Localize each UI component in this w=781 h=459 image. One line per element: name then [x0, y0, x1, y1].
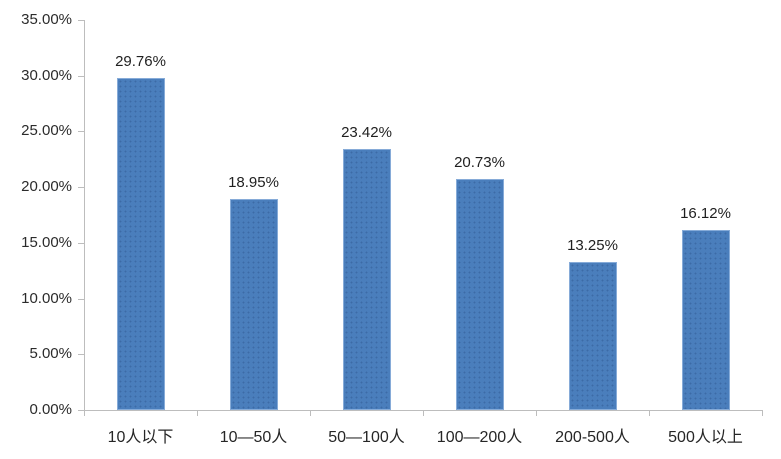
y-tick-mark	[78, 354, 84, 356]
x-tick-mark	[536, 411, 537, 416]
y-tick-mark	[78, 75, 84, 77]
x-tick-mark	[84, 411, 85, 416]
y-tick-label: 0.00%	[29, 401, 72, 418]
bar-value-label: 18.95%	[228, 173, 279, 191]
bar	[568, 262, 617, 410]
y-tick-mark	[78, 410, 84, 411]
y-tick-label: 5.00%	[29, 345, 72, 363]
x-axis-category-label: 200-500人	[555, 429, 630, 446]
y-tick-label: 35.00%	[21, 11, 72, 28]
y-tick-label: 20.00%	[21, 178, 72, 196]
y-tick-mark	[78, 242, 84, 244]
y-tick-label: 25.00%	[21, 122, 72, 140]
x-axis-category-label: 100—200人	[436, 429, 523, 446]
x-tick-mark	[423, 411, 424, 416]
bar-value-label: 13.25%	[567, 237, 618, 255]
y-tick-label: 30.00%	[21, 66, 72, 84]
x-axis-category-label: 500人以上	[668, 429, 743, 446]
bar	[342, 149, 391, 410]
y-tick-mark	[78, 131, 84, 133]
x-axis-category-label: 10—50人	[219, 429, 288, 446]
y-tick-mark	[78, 187, 84, 189]
bar	[116, 78, 165, 410]
bar-value-label: 23.42%	[341, 124, 392, 142]
x-tick-mark	[197, 411, 198, 416]
x-tick-mark	[762, 411, 763, 416]
x-axis-line	[84, 410, 763, 411]
bar-value-label: 29.76%	[115, 53, 166, 71]
y-tick-mark	[78, 20, 84, 21]
bar-value-label: 20.73%	[454, 154, 505, 171]
bar	[681, 230, 730, 410]
y-tick-label: 10.00%	[21, 289, 72, 307]
x-tick-mark	[649, 411, 650, 416]
x-axis-category-label: 10人以下	[107, 429, 174, 446]
x-tick-mark	[310, 411, 311, 416]
y-axis-line	[84, 20, 85, 411]
bar-value-label: 16.12%	[680, 205, 731, 223]
bar	[229, 198, 278, 410]
y-tick-mark	[78, 298, 84, 300]
x-axis-category-label: 50—100人	[328, 429, 405, 446]
bar	[455, 179, 504, 410]
y-tick-label: 15.00%	[21, 233, 72, 251]
